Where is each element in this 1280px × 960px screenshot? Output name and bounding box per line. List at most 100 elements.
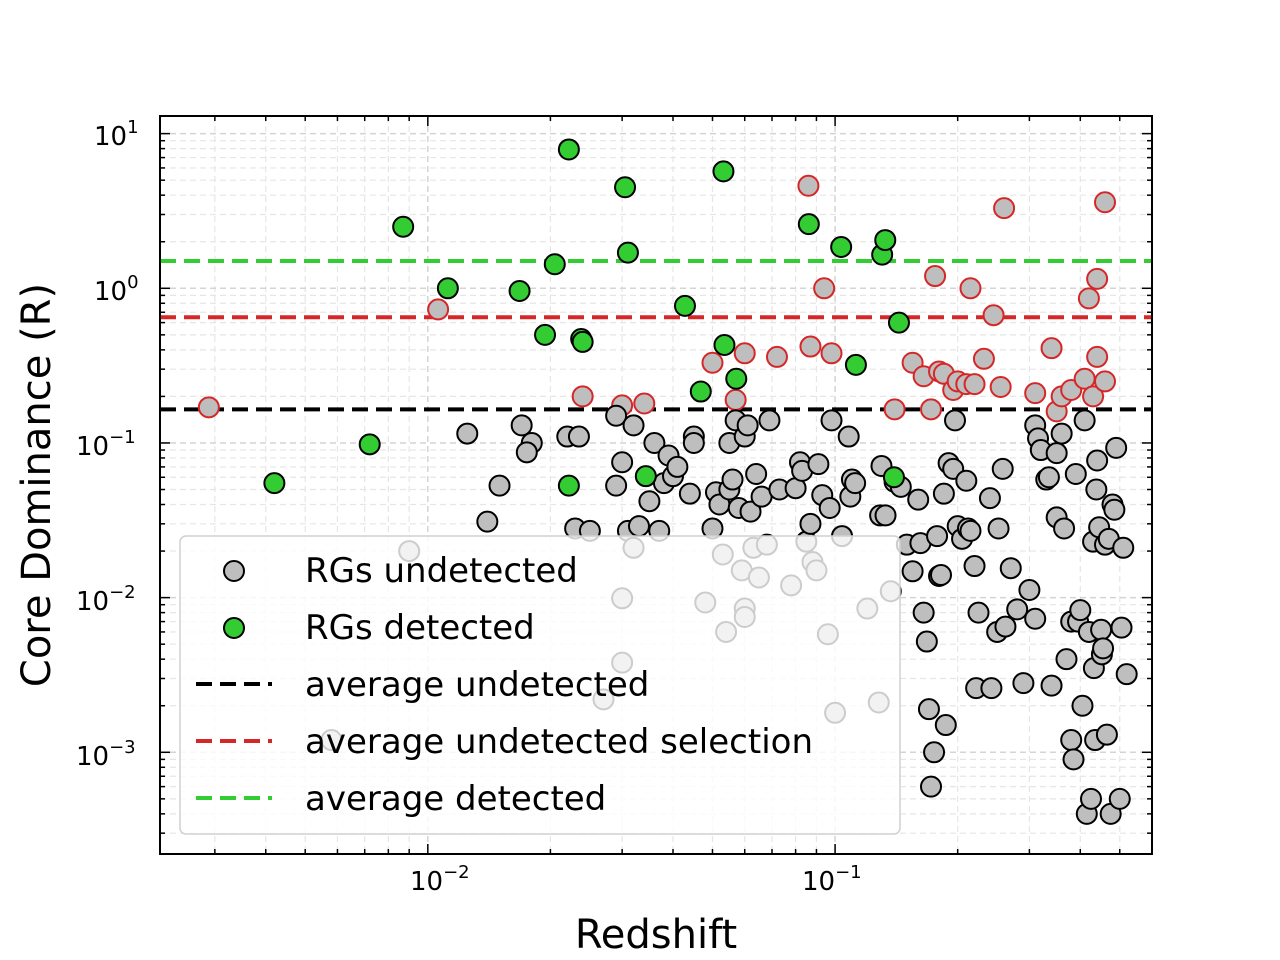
y-axis-label: Core Dominance (R): [14, 283, 60, 687]
data-point: [611, 451, 634, 474]
data-point: [837, 425, 860, 448]
data-point: [638, 490, 661, 513]
data-point: [999, 557, 1022, 580]
data-point: [476, 510, 499, 533]
data-point: [923, 741, 946, 764]
data-point: [534, 323, 557, 346]
data-point: [643, 431, 666, 454]
series-rgs-detected: [263, 138, 910, 497]
legend-label-avg-selection: average undetected selection: [305, 722, 813, 762]
legend-label-avg-detected: average detected: [305, 779, 606, 819]
data-point: [799, 335, 822, 358]
data-point: [807, 453, 830, 476]
data-point: [972, 347, 995, 370]
legend-label-undetected: RGs undetected: [305, 551, 578, 591]
data-point: [758, 409, 781, 432]
data-point: [987, 517, 1010, 540]
data-point: [197, 396, 220, 419]
data-point: [427, 298, 450, 321]
data-point: [989, 376, 1012, 399]
data-point: [358, 433, 381, 456]
data-point: [605, 404, 628, 427]
y-tick-label-3: 100: [94, 272, 139, 307]
data-point: [678, 482, 701, 505]
data-point: [944, 409, 967, 432]
legend-box: [179, 535, 901, 835]
data-point: [634, 465, 657, 488]
data-point: [567, 425, 590, 448]
data-point: [1045, 442, 1068, 465]
data-point: [963, 555, 986, 578]
data-point: [622, 414, 645, 437]
data-point: [1094, 370, 1117, 393]
data-point: [915, 630, 938, 653]
data-point: [392, 215, 415, 238]
data-point: [924, 265, 947, 288]
data-point: [616, 241, 639, 264]
data-point: [1086, 345, 1109, 368]
data-point: [614, 176, 637, 199]
data-point: [930, 564, 953, 587]
data-point: [1064, 462, 1087, 485]
x-tick-label-0: 10−2: [410, 862, 470, 897]
data-point: [456, 422, 479, 445]
x-tick-labels: 10−2 10−1: [410, 862, 862, 897]
data-point: [1050, 422, 1073, 445]
data-point: [907, 488, 930, 511]
data-point: [571, 330, 594, 353]
data-point: [1108, 787, 1131, 810]
data-point: [543, 253, 566, 276]
data-point: [926, 525, 949, 548]
data-point: [557, 474, 580, 497]
data-point: [1103, 498, 1126, 521]
data-point: [1090, 618, 1113, 641]
data-point: [917, 698, 940, 721]
y-tick-label-1: 10−2: [76, 582, 136, 617]
data-point: [920, 398, 943, 421]
data-point: [1040, 674, 1063, 697]
data-point: [557, 138, 580, 161]
data-point: [1086, 449, 1109, 472]
data-point: [1086, 267, 1109, 290]
data-point: [633, 392, 656, 415]
data-point: [1095, 723, 1118, 746]
data-point: [963, 373, 986, 396]
data-point: [1069, 599, 1092, 622]
data-point: [1012, 672, 1035, 695]
data-point: [1024, 607, 1047, 630]
y-tick-label-2: 10−1: [76, 427, 136, 462]
data-point: [887, 311, 910, 334]
data-point: [1110, 616, 1133, 639]
data-point: [882, 466, 905, 489]
y-tick-labels: 10−3 10−2 10−1 100 101: [76, 117, 139, 772]
data-point: [721, 468, 744, 491]
legend-label-detected: RGs detected: [305, 608, 535, 648]
data-point: [689, 380, 712, 403]
data-point: [982, 304, 1005, 327]
data-point: [813, 277, 836, 300]
data-point: [627, 515, 650, 538]
data-point: [1006, 598, 1029, 621]
data-point: [1080, 787, 1103, 810]
series-rgs-undetected-selection-: [197, 174, 1117, 423]
data-point: [874, 504, 897, 527]
data-point: [1060, 729, 1083, 752]
data-point: [932, 482, 955, 505]
data-point: [994, 615, 1017, 638]
data-point: [830, 235, 853, 258]
data-point: [725, 367, 748, 390]
data-point: [765, 345, 788, 368]
data-point: [701, 351, 724, 374]
x-axis-label: Redshift: [575, 912, 737, 958]
data-point: [1085, 478, 1108, 501]
data-point: [959, 519, 982, 542]
data-point: [1071, 694, 1094, 717]
data-point: [912, 601, 935, 624]
legend: RGs undetected RGs detected average unde…: [179, 535, 901, 835]
plot-frame: [159, 115, 1153, 855]
data-point: [818, 496, 841, 519]
data-point: [1082, 385, 1105, 408]
data-point: [883, 398, 906, 421]
data-point: [797, 174, 820, 197]
data-point: [993, 197, 1016, 220]
